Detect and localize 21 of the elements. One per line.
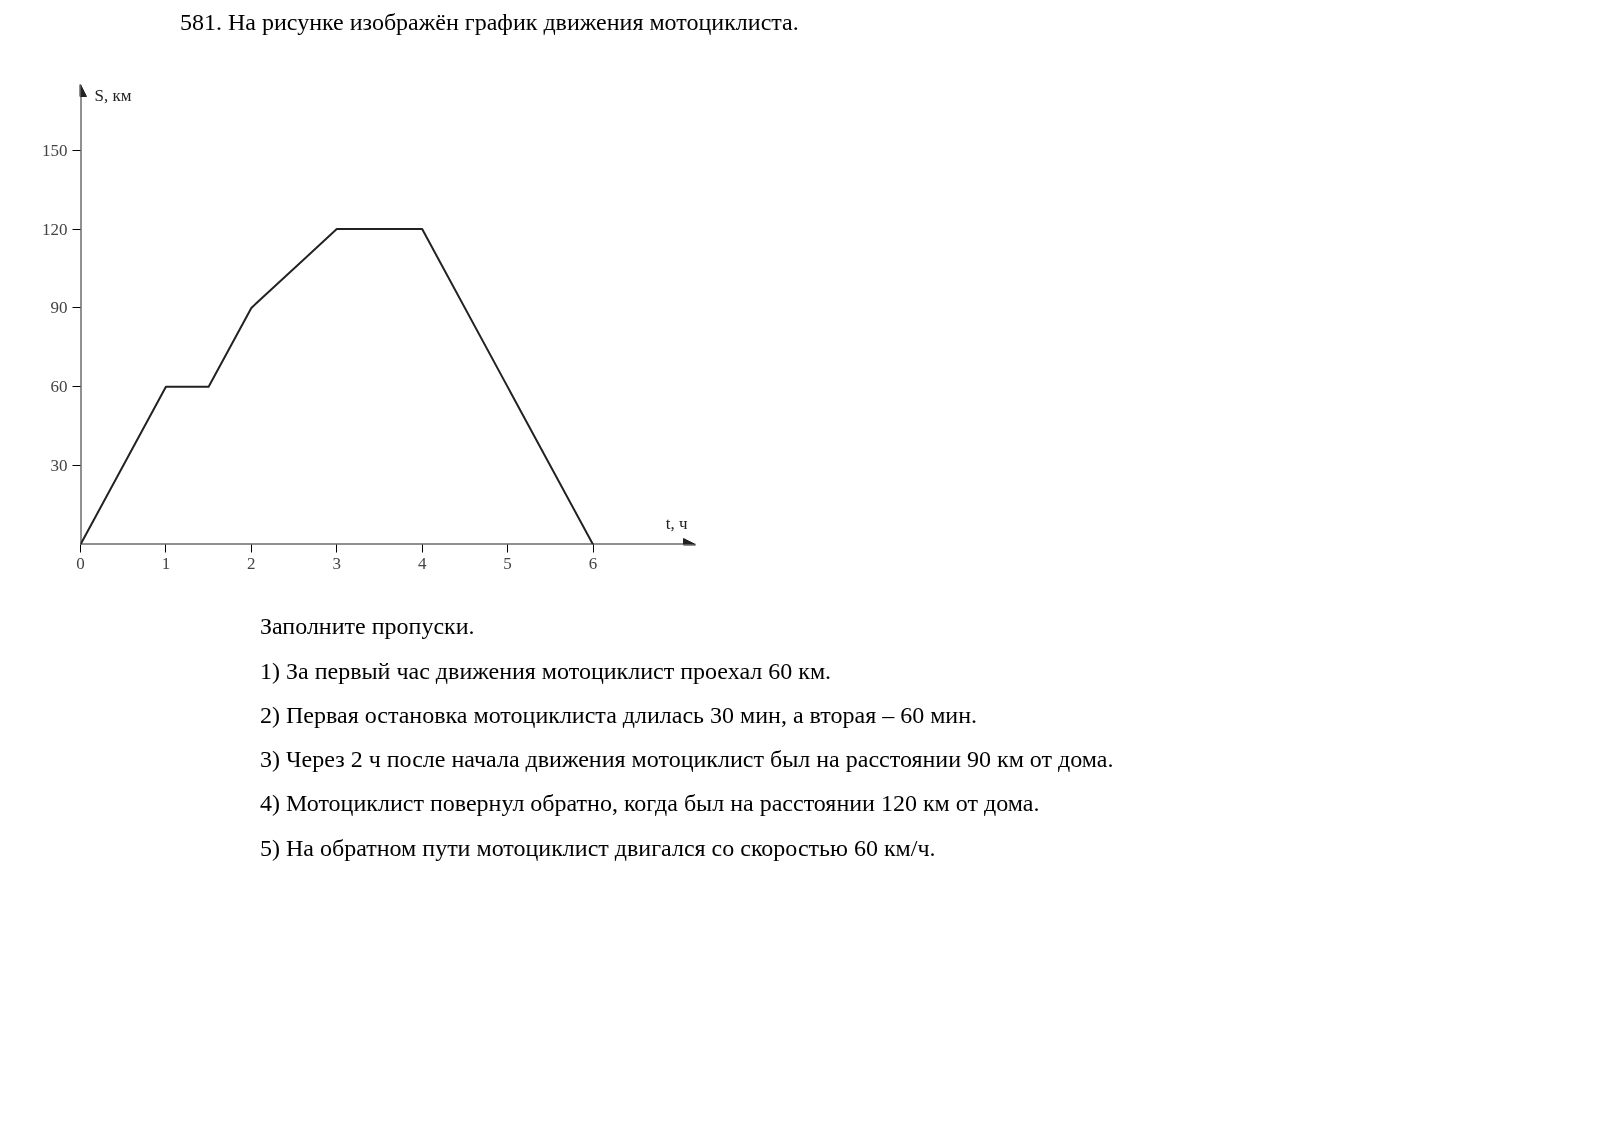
y-tick-label: 90 — [50, 298, 68, 318]
text: Заполните пропуски. — [260, 612, 475, 642]
y-axis-title: S, км — [94, 85, 132, 105]
text: 5) На обратном пути мотоциклист двигался со скоростью 60 км/ч. — [260, 833, 936, 863]
y-tick-label: 150 — [42, 141, 68, 160]
x-tick-label: 2 — [247, 553, 256, 573]
x-axis-title: t, ч — [665, 513, 688, 533]
x-tick-label: 3 — [332, 553, 341, 573]
y-tick-label: 120 — [42, 219, 68, 239]
text: 1) За первый час движения мотоциклист проехал 60 км. — [260, 656, 832, 686]
text: 3) Через 2 ч после начала движения мотоциклист был на расстоянии 90 км от дома. — [260, 745, 1114, 775]
x-tick-label: 6 — [588, 553, 598, 573]
x-tick-label: 4 — [417, 553, 427, 573]
x-tick-label: 5 — [503, 553, 512, 573]
x-tick-label: 1 — [161, 553, 171, 573]
y-tick-label: 60 — [50, 377, 68, 397]
text: 2) Первая остановка мотоциклиста длилась 30 мин, а вторая – 60 мин. — [260, 700, 978, 730]
x-tick-label: 0 — [76, 553, 85, 573]
text: 4) Мотоциклист повернул обратно, когда был на расстоянии 120 км от дома. — [260, 789, 1040, 819]
y-tick-label: 30 — [50, 456, 68, 476]
chart-title: 581. На рисунке изображён график движения мотоциклиста. — [180, 8, 799, 37]
